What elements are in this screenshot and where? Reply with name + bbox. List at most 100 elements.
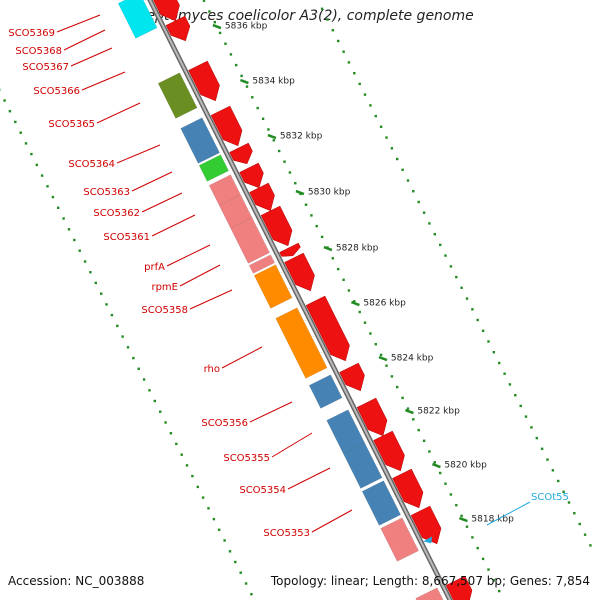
ruler-tick bbox=[458, 516, 468, 523]
gene-leader-line bbox=[179, 264, 221, 287]
gene-block bbox=[275, 307, 328, 379]
trna-leader-line bbox=[486, 501, 531, 526]
track-dot bbox=[142, 378, 146, 381]
track-dot bbox=[315, 224, 318, 228]
ruler-tick bbox=[378, 355, 388, 362]
gene-leader-line bbox=[271, 432, 313, 458]
track-dot bbox=[46, 185, 49, 188]
track-dot bbox=[175, 442, 178, 446]
track-dot bbox=[369, 104, 372, 107]
gene-block bbox=[117, 0, 158, 39]
gene-label: SCO5364 bbox=[68, 159, 115, 170]
track-dot bbox=[444, 254, 447, 257]
track-dot bbox=[422, 211, 426, 214]
ruler-tick bbox=[350, 300, 360, 307]
track-dot bbox=[326, 18, 329, 21]
cds-arrow bbox=[188, 60, 220, 102]
gene-block bbox=[342, 442, 383, 489]
track-dot bbox=[240, 74, 243, 78]
gene-label: SCO5365 bbox=[48, 119, 95, 130]
trna-label: SCOt55 bbox=[531, 492, 569, 503]
ruler-tick bbox=[404, 408, 414, 415]
track-dot bbox=[245, 85, 249, 88]
track-dot bbox=[508, 383, 512, 386]
gene-label: SCO5363 bbox=[83, 187, 130, 198]
ruler-tick-label: 5818 kbp bbox=[471, 515, 514, 525]
track-dot bbox=[530, 426, 533, 429]
track-dot bbox=[342, 50, 345, 53]
track-dot bbox=[396, 385, 399, 389]
track-dot bbox=[460, 514, 463, 518]
track-dot bbox=[153, 399, 156, 403]
track-dot bbox=[201, 496, 205, 499]
track-dot bbox=[465, 297, 469, 300]
track-dot bbox=[267, 128, 270, 131]
track-dot bbox=[30, 152, 33, 156]
track-dot bbox=[73, 238, 76, 242]
track-dot bbox=[433, 461, 436, 464]
ruler-tick-label: 5832 kbp bbox=[280, 132, 323, 142]
gene-leader-line bbox=[166, 244, 211, 267]
track-dot bbox=[492, 351, 495, 354]
track-dot bbox=[385, 364, 388, 367]
ruler-tick bbox=[295, 189, 305, 196]
trna-marker bbox=[423, 536, 433, 544]
cds-arrow bbox=[210, 105, 243, 147]
track-dot bbox=[116, 324, 119, 328]
track-dot bbox=[19, 131, 22, 134]
track-dot bbox=[396, 157, 399, 161]
track-dot bbox=[412, 190, 415, 193]
cds-arrow bbox=[305, 295, 350, 362]
ruler-tick-label: 5834 kbp bbox=[252, 77, 295, 87]
gene-label: SCO5353 bbox=[263, 528, 310, 539]
track-dot bbox=[261, 117, 265, 120]
track-dot bbox=[455, 275, 458, 279]
track-dot bbox=[498, 361, 501, 365]
track-dot bbox=[444, 482, 447, 485]
track-dot bbox=[83, 260, 87, 263]
track-dot bbox=[78, 249, 81, 252]
track-dot bbox=[546, 458, 549, 461]
gene-block bbox=[415, 587, 444, 600]
track-dot bbox=[498, 589, 501, 593]
gene-label: SCO5368 bbox=[15, 46, 62, 57]
track-dot bbox=[337, 267, 340, 271]
track-dot bbox=[417, 200, 420, 204]
track-dot bbox=[347, 61, 351, 64]
track-dot bbox=[24, 142, 28, 145]
ruler-tick-label: 5820 kbp bbox=[444, 461, 487, 471]
track-dot bbox=[369, 332, 372, 335]
accession-text: Accession: NC_003888 bbox=[8, 574, 145, 588]
track-dot bbox=[132, 356, 135, 360]
track-dot bbox=[250, 593, 253, 596]
track-dot bbox=[89, 271, 92, 274]
track-dot bbox=[363, 321, 367, 324]
gene-leader-line bbox=[249, 401, 293, 423]
track-dot bbox=[412, 418, 415, 421]
track-dot bbox=[401, 168, 404, 171]
track-dot bbox=[487, 568, 490, 571]
track-dot bbox=[519, 404, 522, 408]
track-dot bbox=[213, 21, 216, 24]
gene-label: SCO5369 bbox=[8, 28, 55, 39]
gene-labels: SCO5369 SCO5368 SCO5367 SCO5366 SCO5365 SCO53… bbox=[8, 14, 569, 539]
gene-leader-line bbox=[56, 14, 101, 33]
track-dot bbox=[278, 149, 281, 153]
track-dot bbox=[159, 410, 162, 413]
track-dot bbox=[476, 318, 479, 322]
track-dot bbox=[524, 415, 528, 418]
track-dot bbox=[439, 471, 442, 475]
track-dot bbox=[422, 439, 426, 442]
track-dot bbox=[137, 367, 140, 370]
gene-leader-line bbox=[141, 192, 183, 213]
track-dot bbox=[272, 139, 275, 142]
track-dot bbox=[353, 72, 356, 75]
cds-arrow bbox=[153, 0, 180, 22]
track-dot bbox=[191, 474, 194, 478]
track-dot bbox=[67, 228, 71, 231]
track-dot bbox=[379, 125, 383, 128]
track-dot bbox=[433, 233, 436, 236]
gene-leader-line bbox=[151, 214, 196, 237]
